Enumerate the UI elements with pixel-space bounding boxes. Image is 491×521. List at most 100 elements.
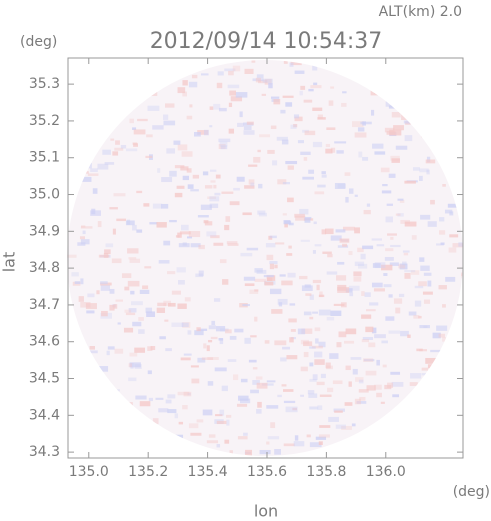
echo-patch — [423, 392, 428, 396]
x-unit: (deg) — [453, 484, 490, 500]
echo-patch — [109, 74, 114, 79]
echo-patch — [344, 340, 355, 344]
echo-patch — [385, 316, 395, 321]
echo-patch — [123, 406, 132, 412]
echo-patch — [202, 409, 213, 416]
echo-patch — [157, 302, 167, 307]
echo-patch — [112, 151, 119, 156]
echo-patch — [325, 228, 334, 235]
echo-patch — [91, 208, 96, 215]
echo-patch — [73, 397, 86, 403]
echo-patch — [71, 158, 75, 163]
echo-patch — [177, 303, 187, 309]
echo-patch — [252, 380, 260, 385]
echo-patch — [192, 174, 200, 179]
echo-patch — [396, 409, 403, 414]
echo-patch — [74, 281, 81, 284]
echo-patch — [283, 60, 288, 64]
x-tick-label: 136.0 — [366, 464, 406, 480]
echo-patch — [386, 437, 392, 442]
y-tick-label: 35.2 — [29, 113, 60, 129]
echo-patch — [441, 375, 452, 380]
echo-patch — [356, 401, 367, 404]
echo-patch — [147, 64, 158, 68]
echo-patch — [252, 367, 258, 370]
echo-patch — [254, 289, 259, 292]
echo-patch — [270, 125, 277, 130]
echo-patch — [228, 70, 234, 76]
echo-patch — [232, 65, 241, 72]
echo-patch — [337, 261, 345, 265]
echo-patch — [461, 272, 463, 277]
echo-patch — [421, 423, 433, 427]
echo-patch — [444, 88, 449, 95]
echo-patch — [336, 342, 342, 348]
echo-patch — [371, 282, 383, 288]
echo-patch — [227, 84, 240, 89]
echo-patch — [100, 285, 110, 291]
echo-patch — [226, 414, 232, 418]
echo-patch — [420, 214, 431, 220]
echo-patch — [448, 74, 457, 79]
echo-patch — [143, 441, 153, 448]
echo-patch — [293, 441, 305, 447]
echo-patch — [443, 75, 455, 81]
echo-patch — [403, 430, 408, 436]
echo-patch — [267, 277, 273, 281]
echo-patch — [209, 169, 217, 172]
echo-patch — [70, 68, 77, 74]
echo-patch — [339, 238, 350, 243]
echo-patch — [148, 397, 153, 402]
y-tick-label: 34.7 — [29, 297, 60, 313]
echo-patch — [370, 90, 382, 96]
echo-patch — [103, 86, 109, 89]
echo-patch — [401, 414, 408, 419]
echo-patch — [293, 114, 300, 119]
echo-patch — [269, 288, 282, 295]
y-tick-label: 34.3 — [29, 444, 60, 460]
echo-patch — [109, 77, 116, 80]
echo-patch — [313, 221, 317, 225]
echo-patch — [143, 63, 148, 69]
echo-patch — [120, 106, 125, 110]
echo-patch — [197, 328, 208, 331]
echo-patch — [188, 423, 199, 429]
echo-patch — [434, 125, 442, 129]
echo-patch — [309, 378, 317, 382]
echo-patch — [271, 309, 283, 314]
echo-patch — [133, 143, 138, 147]
echo-patch — [458, 425, 463, 431]
echo-patch — [107, 346, 115, 350]
echo-patch — [82, 416, 91, 422]
echo-patch — [182, 322, 191, 328]
echo-patch — [315, 338, 319, 344]
echo-patch — [330, 235, 342, 241]
echo-patch — [127, 426, 132, 430]
echo-patch — [381, 264, 393, 271]
echo-patch — [124, 309, 132, 313]
y-tick-label: 34.8 — [29, 260, 60, 276]
echo-patch — [166, 446, 172, 452]
echo-patch — [349, 292, 354, 297]
echo-patch — [263, 274, 274, 278]
echo-patch — [404, 270, 416, 273]
echo-patch — [101, 437, 113, 441]
echo-patch — [135, 395, 147, 400]
echo-patch — [385, 216, 393, 223]
echo-patch — [445, 429, 450, 434]
echo-patch — [186, 168, 192, 173]
echo-patch — [299, 208, 309, 215]
echo-patch — [87, 293, 95, 298]
echo-patch — [294, 213, 305, 218]
y-tick-label: 34.6 — [29, 334, 60, 350]
echo-patch — [289, 62, 294, 67]
echo-patch — [204, 185, 213, 189]
echo-patch — [102, 424, 107, 429]
echo-patch — [80, 226, 93, 229]
echo-patch — [225, 216, 231, 222]
echo-patch — [460, 144, 463, 147]
echo-patch — [258, 212, 267, 217]
echo-patch — [300, 85, 306, 90]
echo-patch — [308, 169, 315, 174]
echo-patch — [319, 394, 332, 397]
